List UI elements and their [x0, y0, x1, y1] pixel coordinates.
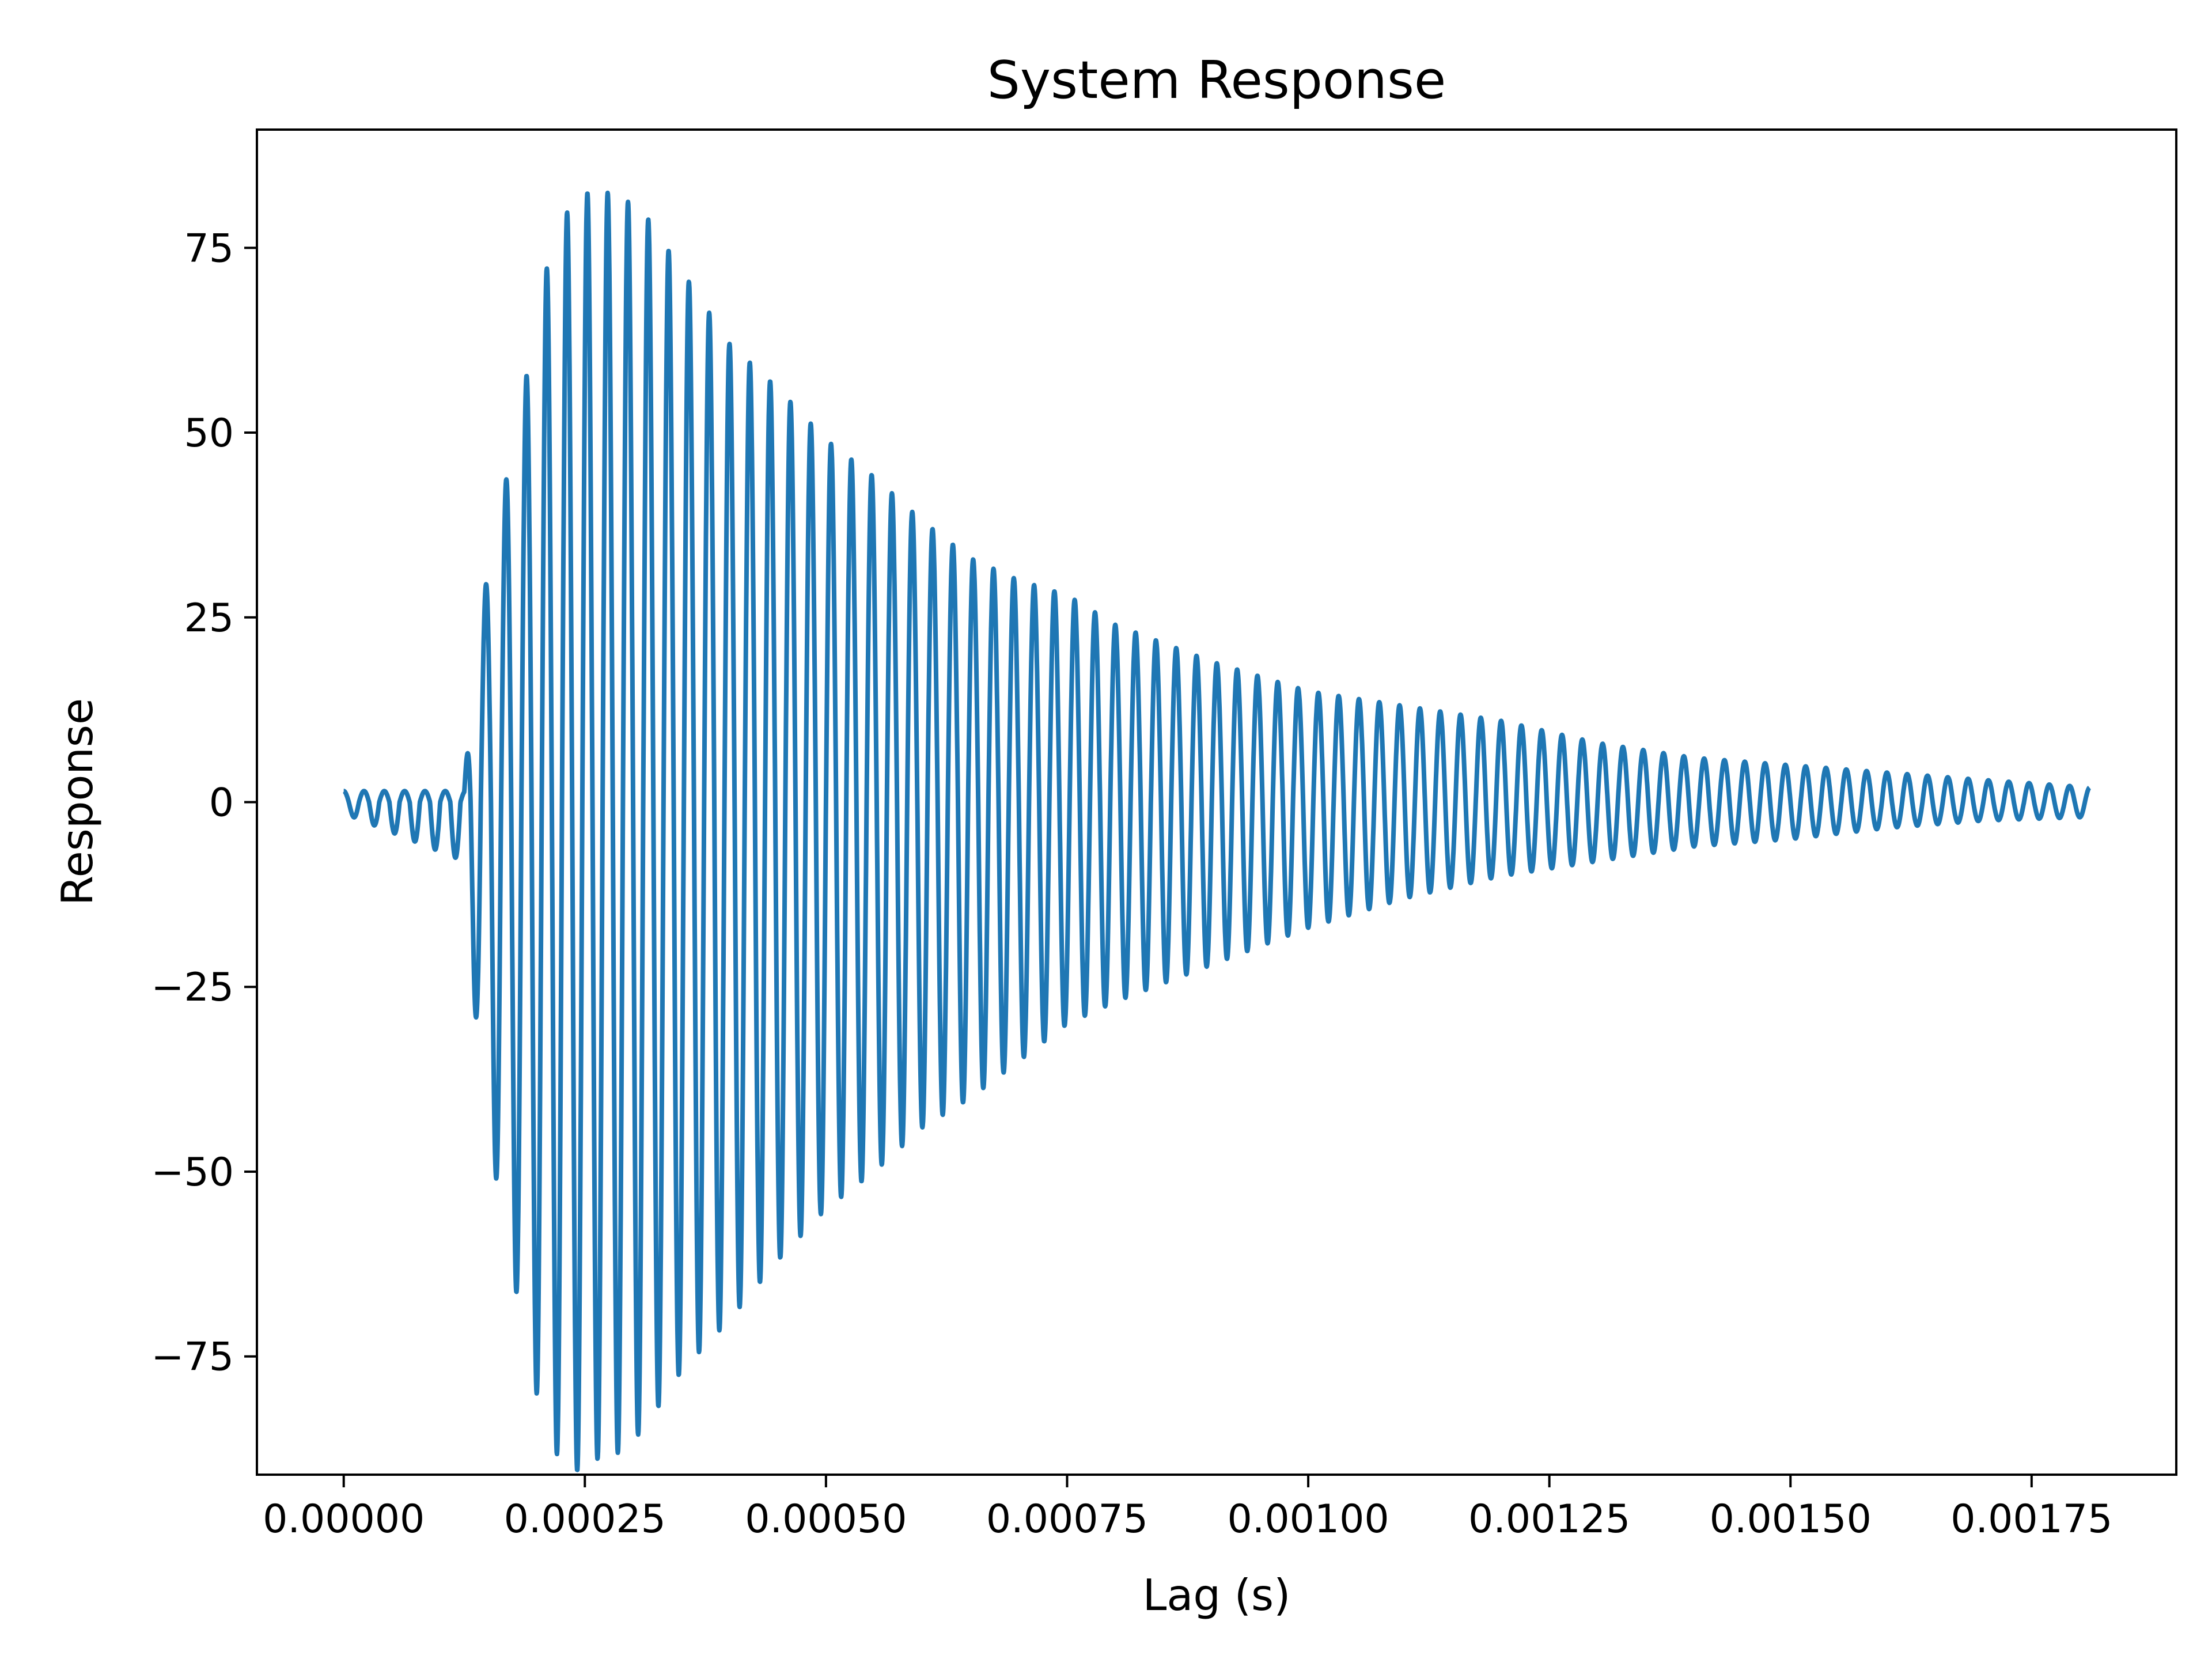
x-tick-label: 0.00075	[986, 1497, 1148, 1542]
response-line	[342, 190, 2092, 1472]
y-tick-label: 75	[184, 226, 234, 271]
plot-area	[342, 190, 2092, 1472]
x-axis-ticks: 0.00000 0.00025 0.00050 0.00075 0.00100 0.001…	[263, 1475, 2112, 1542]
y-tick-label: −50	[151, 1150, 234, 1195]
plot-frame	[256, 128, 2177, 1476]
x-tick-label: 0.00050	[745, 1497, 907, 1542]
y-axis-ticks: −75 −50 −25 0 25 50 75	[151, 226, 257, 1380]
y-tick-label: −75	[151, 1335, 234, 1380]
x-tick-label: 0.00150	[1710, 1497, 1872, 1542]
y-tick-label: 25	[184, 596, 234, 641]
x-tick-label: 0.00025	[504, 1497, 666, 1542]
chart-title: System Response	[987, 50, 1446, 111]
x-tick-label: 0.00000	[263, 1497, 425, 1542]
y-tick-label: 0	[209, 781, 234, 826]
y-tick-label: −25	[151, 965, 234, 1010]
x-axis-label: Lag (s)	[1143, 1570, 1291, 1620]
y-tick-label: 50	[184, 411, 234, 456]
x-tick-label: 0.00125	[1468, 1497, 1630, 1542]
x-tick-label: 0.00175	[1950, 1497, 2112, 1542]
y-axis-label: Response	[52, 698, 103, 906]
x-tick-label: 0.00100	[1227, 1497, 1389, 1542]
